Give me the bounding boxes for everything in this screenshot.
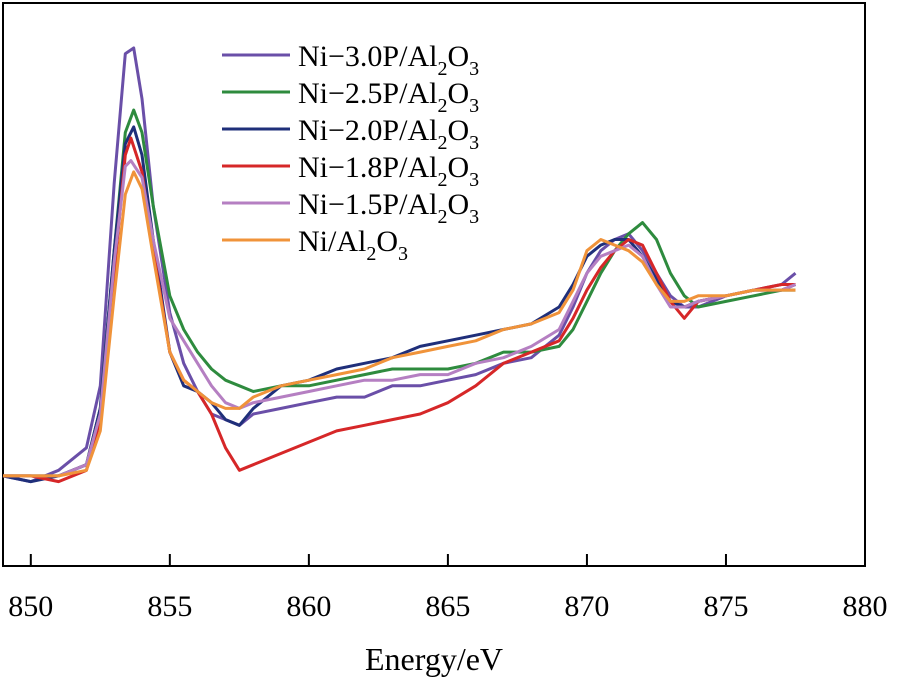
x-tick-label: 880	[843, 590, 888, 623]
legend: Ni−3.0P/Al2O3Ni−2.5P/Al2O3Ni−2.0P/Al2O3N…	[222, 40, 479, 265]
series-line-2	[3, 108, 796, 478]
series-line-6	[3, 170, 796, 478]
x-tick-label: 875	[703, 590, 748, 623]
x-tick-label: 850	[8, 590, 53, 623]
x-tick-label: 855	[147, 590, 192, 623]
x-axis-ticks: 850 855 860 865 870 875 880	[8, 554, 888, 623]
x-tick-label: 865	[425, 590, 470, 623]
legend-label-2: Ni−2.5P/Al2O3	[298, 77, 479, 117]
x-tick-label: 870	[564, 590, 609, 623]
legend-label-1: Ni−3.0P/Al2O3	[298, 40, 479, 80]
x-tick-label: 860	[286, 590, 331, 623]
x-axis-title: Energy/eV	[365, 641, 503, 677]
legend-label-5: Ni−1.5P/Al2O3	[298, 188, 479, 228]
plot-frame	[2, 2, 866, 567]
series-layer	[2, 46, 797, 484]
legend-label-3: Ni−2.0P/Al2O3	[298, 114, 479, 154]
series-line-4	[3, 136, 796, 484]
legend-label-6: Ni/Al2O3	[298, 225, 408, 265]
series-line-3	[2, 125, 797, 484]
legend-label-4: Ni−1.8P/Al2O3	[298, 151, 479, 191]
